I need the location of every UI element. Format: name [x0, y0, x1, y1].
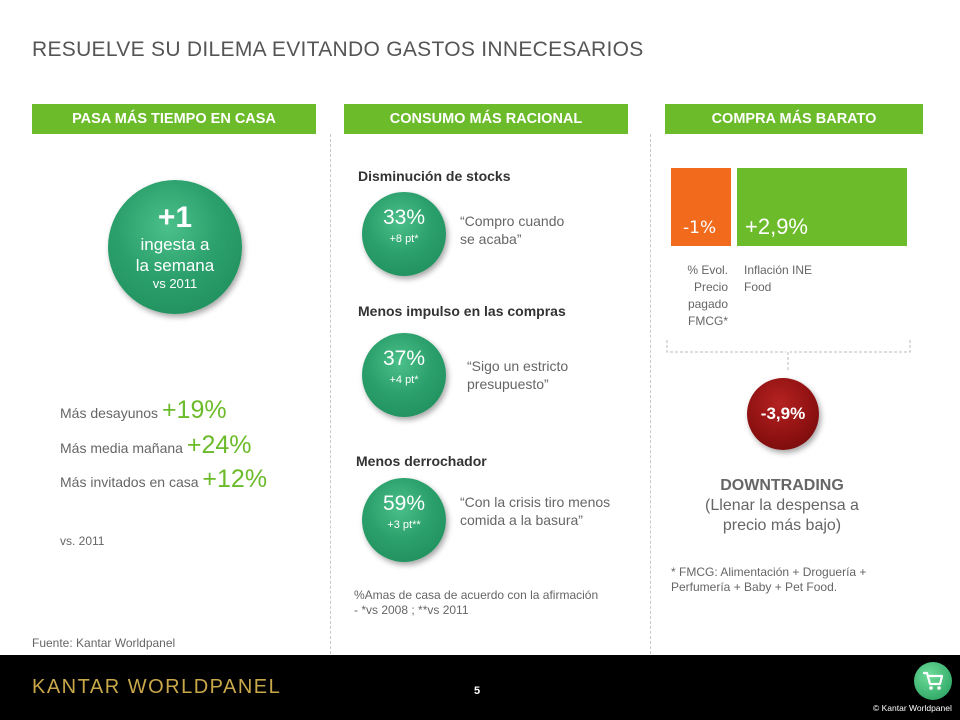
header-consumo-racional: CONSUMO MÁS RACIONAL — [344, 104, 628, 134]
ingesta-circle: +1 ingesta a la semana vs 2011 — [108, 180, 242, 314]
impulso-pct: 37% — [382, 347, 426, 370]
derrochador-pts: +3 pt** — [387, 519, 421, 531]
downtrading-title: DOWNTRADING — [720, 477, 844, 494]
stat-value: +19% — [161, 396, 227, 424]
stocks-circle: 33% +8 pt* — [362, 192, 446, 276]
stat-label: Más media mañana — [60, 440, 187, 456]
quote-line: “Sigo un estricto — [467, 358, 569, 374]
page-number: 5 — [474, 685, 481, 697]
note-line: - *vs 2008 ; **vs 2011 — [354, 603, 469, 617]
stat-label: Más desayunos — [60, 405, 162, 421]
label-line: pagado — [687, 297, 728, 311]
label-line: FMCG* — [688, 314, 728, 328]
downtrading-line: (Llenar la despensa a — [705, 497, 859, 514]
stat-desayunos: Más desayunos +19% — [60, 396, 227, 425]
stat-invitados: Más invitados en casa +12% — [60, 465, 267, 494]
vs-2011-note: vs. 2011 — [60, 534, 105, 548]
label-line: Precio — [693, 280, 728, 294]
ingesta-line1: ingesta a — [140, 235, 210, 254]
stocks-pct: 33% — [382, 206, 426, 229]
downtrading-line: precio más bajo) — [722, 517, 842, 534]
footnote-line: * FMCG: Alimentación + Droguería + — [671, 565, 867, 579]
derrochador-pct: 59% — [382, 492, 426, 515]
stocks-quote: “Compro cuando se acaba” — [460, 212, 564, 248]
stat-media-manana: Más media mañana +24% — [60, 431, 251, 460]
derrochador-circle: 59% +3 pt** — [362, 478, 446, 562]
impulso-circle: 37% +4 pt* — [362, 333, 446, 417]
stocks-pts: +8 pt* — [389, 233, 419, 245]
stat-value: +12% — [202, 465, 268, 493]
ingesta-line2: la semana — [135, 256, 215, 275]
item-title-stocks: Disminución de stocks — [358, 168, 511, 184]
footnote-line: Perfumería + Baby + Pet Food. — [671, 580, 838, 594]
downtrading-circle: -3,9% — [747, 378, 819, 450]
quote-line: se acaba” — [460, 231, 522, 247]
impulso-pts: +4 pt* — [389, 374, 419, 386]
ingesta-sub: vs 2011 — [152, 276, 198, 291]
agreement-note: %Amas de casa de acuerdo con la afirmaci… — [354, 588, 598, 618]
footer-bar — [0, 655, 960, 720]
item-title-derrochador: Menos derrochador — [356, 453, 487, 469]
derrochador-quote: “Con la crisis tiro menos comida a la ba… — [460, 493, 610, 529]
downtrading-block: DOWNTRADING (Llenar la despensa a precio… — [668, 476, 896, 536]
kantar-logo: KANTAR WORLDPANEL — [32, 676, 282, 698]
cart-icon — [914, 662, 952, 700]
impulso-quote: “Sigo un estricto presupuesto” — [467, 357, 568, 393]
divider-right — [650, 134, 651, 654]
orange-bar-value: -1% — [683, 218, 717, 238]
stat-label: Más invitados en casa — [60, 474, 203, 490]
green-bar-value: +2,9% — [745, 214, 808, 239]
quote-line: presupuesto” — [467, 376, 549, 392]
ingesta-number: +1 — [157, 201, 193, 234]
green-bar: +2,9% — [737, 168, 907, 246]
page-title: RESUELVE SU DILEMA EVITANDO GASTOS INNEC… — [32, 38, 644, 61]
item-title-impulso: Menos impulso en las compras — [358, 303, 566, 319]
label-line: % Evol. — [687, 263, 728, 277]
note-line: %Amas de casa de acuerdo con la afirmaci… — [354, 588, 599, 602]
bracket-connector — [666, 340, 911, 370]
header-pasa-mas-tiempo: PASA MÁS TIEMPO EN CASA — [32, 104, 316, 134]
fmcg-footnote: * FMCG: Alimentación + Droguería + Perfu… — [671, 565, 866, 595]
quote-line: comida a la basura” — [460, 512, 583, 528]
stat-value: +24% — [186, 431, 252, 459]
quote-line: “Con la crisis tiro menos — [460, 494, 611, 510]
divider-left — [330, 134, 331, 654]
quote-line: “Compro cuando — [460, 213, 565, 229]
label-evol-precio: % Evol. Precio pagado FMCG* — [668, 262, 728, 330]
copyright: © Kantar Worldpanel — [873, 703, 952, 713]
orange-bar: -1% — [671, 168, 731, 246]
label-inflacion: Inflación INE Food — [744, 262, 812, 296]
header-compra-barato: COMPRA MÁS BARATO — [665, 104, 923, 134]
label-line: Food — [744, 280, 772, 294]
label-line: Inflación INE — [744, 263, 813, 277]
source-note: Fuente: Kantar Worldpanel — [32, 636, 176, 650]
